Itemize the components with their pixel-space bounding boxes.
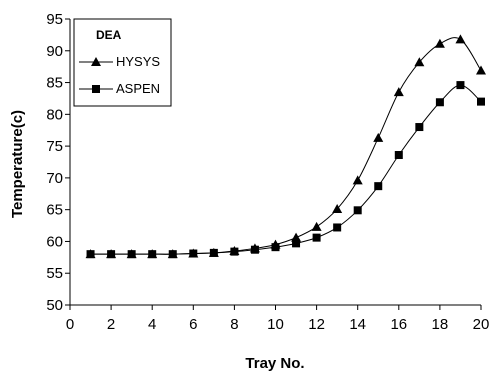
y-tick-label: 55: [46, 265, 63, 282]
x-tick-label: 12: [308, 316, 325, 333]
data-point-aspen: [435, 98, 444, 107]
y-axis-title: Temperature(c): [9, 110, 26, 218]
legend-marker-aspen: [92, 85, 100, 93]
data-point-hysys: [414, 57, 425, 67]
data-point-aspen: [148, 250, 157, 259]
x-tick-label: 2: [107, 316, 115, 333]
data-point-hysys: [373, 132, 384, 142]
x-tick-label: 4: [148, 316, 156, 333]
data-point-hysys: [476, 65, 486, 75]
data-point-aspen: [477, 97, 485, 106]
y-tick-label: 85: [46, 75, 63, 92]
data-point-aspen: [312, 233, 321, 242]
data-point-aspen: [189, 249, 198, 258]
y-tick-label: 60: [46, 233, 63, 250]
data-point-hysys: [332, 204, 343, 214]
data-point-aspen: [230, 247, 239, 256]
data-point-aspen: [127, 250, 136, 259]
data-point-aspen: [168, 250, 177, 259]
legend-label-hysys: HYSYS: [116, 54, 160, 69]
tick-labels: 50 55 60 65 70 75 80 85 90 95 0 2 4 6 8 10 12 14 16 18 20: [46, 11, 489, 333]
data-point-aspen: [374, 182, 383, 191]
x-tick-label: 20: [473, 316, 490, 333]
x-tick-label: 16: [390, 316, 407, 333]
data-point-aspen: [394, 151, 403, 160]
series-aspen: [86, 81, 485, 259]
data-point-aspen: [456, 81, 465, 90]
data-point-aspen: [353, 206, 362, 215]
y-tick-label: 90: [46, 43, 63, 60]
x-tick-label: 6: [189, 316, 197, 333]
y-tick-label: 65: [46, 202, 63, 219]
data-point-hysys: [434, 38, 445, 48]
legend-title: DEA: [96, 28, 122, 42]
data-point-hysys: [455, 34, 466, 44]
data-point-aspen: [292, 239, 301, 248]
data-point-hysys: [393, 87, 404, 97]
data-point-hysys: [311, 221, 322, 231]
series-group: [85, 34, 486, 259]
legend-label-aspen: ASPEN: [116, 81, 160, 96]
legend: DEA HYSYS ASPEN: [73, 18, 172, 107]
y-tick-label: 50: [46, 297, 63, 314]
x-axis-title: Tray No.: [245, 355, 304, 372]
data-point-aspen: [107, 250, 116, 259]
data-point-hysys: [352, 175, 363, 185]
x-tick-label: 14: [349, 316, 366, 333]
data-point-aspen: [250, 245, 259, 254]
y-tick-label: 80: [46, 106, 63, 123]
x-tick-label: 8: [230, 316, 238, 333]
y-tick-label: 70: [46, 170, 63, 187]
data-point-aspen: [209, 248, 218, 257]
x-tick-label: 0: [66, 316, 74, 333]
data-point-aspen: [415, 123, 424, 132]
y-tick-label: 75: [46, 138, 63, 155]
data-point-aspen: [333, 223, 342, 232]
data-point-aspen: [86, 250, 95, 259]
legend-marker-hysys: [91, 57, 101, 66]
x-tick-label: 10: [267, 316, 284, 333]
series-line-aspen: [90, 84, 482, 255]
data-point-aspen: [271, 243, 280, 252]
y-tick-label: 95: [46, 11, 63, 28]
x-tick-label: 18: [432, 316, 449, 333]
axes: [65, 18, 482, 310]
